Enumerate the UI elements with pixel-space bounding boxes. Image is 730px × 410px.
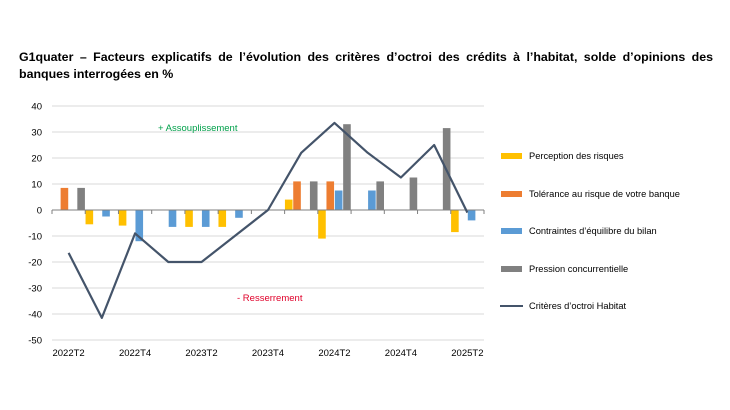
y-axis: 40 30 20 10 0 -10 -20 -30 -40 -50 xyxy=(28,102,42,347)
chart-title: G1quater – Facteurs explicatifs de l’évo… xyxy=(19,50,713,81)
y-tick-label: -30 xyxy=(28,284,42,295)
x-tick-label: 2024T4 xyxy=(385,348,417,359)
bar-perception xyxy=(318,210,326,239)
y-tick-label: 40 xyxy=(31,102,42,113)
legend-item: Critères d’octroi Habitat xyxy=(498,300,726,338)
criteres-line xyxy=(67,121,469,319)
legend: Perception des risques Tolérance au risqu… xyxy=(498,150,726,338)
bar-contraintes xyxy=(235,210,243,218)
legend-label: Critères d’octroi Habitat xyxy=(529,301,627,311)
x-axis: 2022T2 2022T4 2023T2 2023T4 2024T2 2024T4 2025… xyxy=(52,348,483,359)
bar-contraintes xyxy=(168,210,177,227)
legend-item: Pression concurrentielle xyxy=(498,263,726,301)
legend-swatch xyxy=(501,265,522,272)
legend-label: Tolérance au risque de votre banque xyxy=(529,188,680,199)
bar-pression xyxy=(409,177,418,210)
bar-perception xyxy=(85,210,94,225)
bar-perception xyxy=(118,210,127,226)
bar-tolerance xyxy=(326,181,335,210)
y-tick-label: -50 xyxy=(28,336,42,347)
x-tick-label: 2022T4 xyxy=(119,348,151,359)
legend-swatch xyxy=(501,190,522,197)
legend-item: Tolérance au risque de votre banque xyxy=(498,188,726,226)
y-tick-label: 10 xyxy=(31,180,42,191)
bar-perception xyxy=(185,210,193,227)
bar-contraintes xyxy=(368,190,376,210)
legend-item: Perception des risques xyxy=(498,150,726,188)
y-tick-label: 0 xyxy=(37,206,42,217)
bar-contraintes xyxy=(135,210,144,242)
legend-swatch xyxy=(501,153,522,159)
bar-pression xyxy=(376,181,384,210)
annotation-resserrement: - Resserrement xyxy=(237,293,303,304)
bar-pression xyxy=(77,187,85,210)
legend-label: Perception des risques xyxy=(529,151,624,161)
bar-contraintes xyxy=(467,210,476,221)
y-tick-label: -10 xyxy=(28,232,42,243)
bar-contraintes xyxy=(102,210,110,217)
x-tick-label: 2023T4 xyxy=(252,348,284,359)
legend-swatch xyxy=(500,305,523,307)
bar-perception xyxy=(451,210,459,233)
legend-item: Contraintes d’équilibre du bilan xyxy=(498,225,726,263)
x-tick-label: 2023T2 xyxy=(185,348,217,359)
annotation-assouplissement: + Assouplissement xyxy=(158,123,238,134)
bar-pression xyxy=(343,124,351,210)
bar-perception xyxy=(284,199,293,210)
legend-swatch xyxy=(501,228,522,234)
bar-contraintes xyxy=(201,210,210,227)
bar-tolerance xyxy=(293,181,301,210)
gridlines xyxy=(52,105,484,341)
legend-label: Contraintes d’équilibre du bilan xyxy=(529,226,657,236)
bar-perception xyxy=(218,210,227,227)
y-tick-label: 20 xyxy=(31,154,42,165)
y-tick-label: -20 xyxy=(28,258,42,269)
line-criteres xyxy=(67,121,469,319)
bar-pression xyxy=(309,181,318,210)
x-tick-label: 2024T2 xyxy=(318,348,350,359)
y-tick-label: -40 xyxy=(28,310,42,321)
y-tick-label: 30 xyxy=(31,128,42,139)
bar-contraintes xyxy=(334,190,343,210)
x-tick-label: 2022T2 xyxy=(52,348,84,359)
bar-tolerance xyxy=(60,187,69,210)
x-tick-label: 2025T2 xyxy=(451,348,483,359)
legend-label: Pression concurrentielle xyxy=(529,263,629,274)
bars xyxy=(60,124,476,242)
